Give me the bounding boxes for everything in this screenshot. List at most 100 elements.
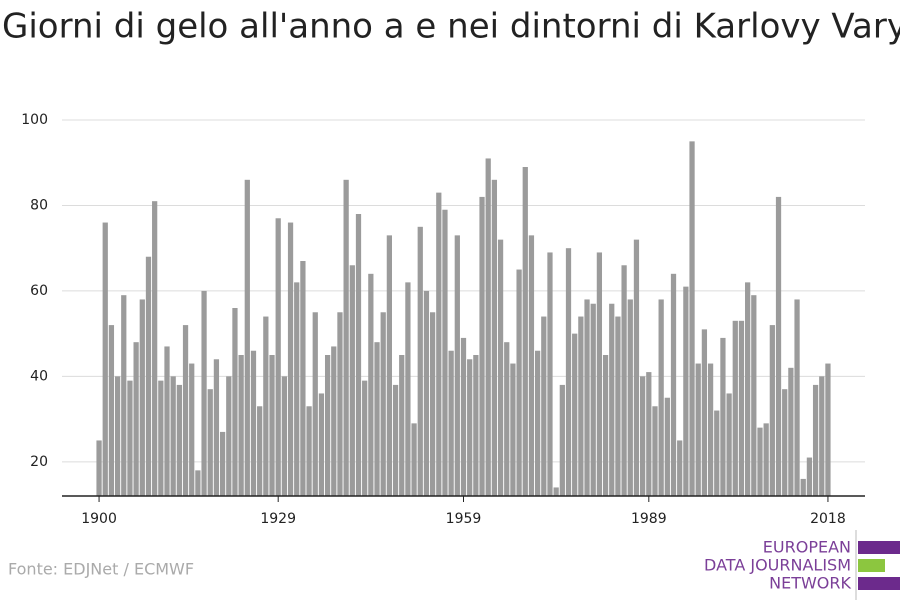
bar	[714, 410, 720, 496]
bar	[121, 295, 127, 496]
bar	[219, 431, 226, 496]
bar	[170, 376, 176, 496]
bar	[96, 440, 102, 496]
bar	[510, 363, 516, 496]
bar	[189, 363, 195, 496]
x-tick-label: 1959	[446, 511, 482, 527]
y-tick-label: 20	[30, 454, 48, 470]
bar	[683, 286, 689, 496]
bar	[257, 406, 263, 496]
bar	[263, 316, 269, 496]
bar	[287, 222, 294, 496]
bar	[294, 282, 300, 496]
bar	[485, 158, 491, 497]
bar	[609, 303, 615, 496]
logo-bar	[858, 559, 885, 572]
bar	[677, 440, 683, 496]
bar	[602, 355, 609, 496]
bar	[701, 329, 708, 496]
bar	[720, 337, 726, 496]
bar	[572, 333, 578, 496]
bar	[114, 376, 121, 496]
bar	[448, 350, 454, 496]
bar	[152, 201, 158, 496]
bar	[281, 376, 287, 496]
bar	[399, 355, 405, 496]
bar	[788, 367, 794, 496]
bar	[349, 265, 355, 496]
bar	[732, 320, 738, 496]
bar	[640, 376, 646, 496]
bar	[522, 167, 528, 496]
bar	[559, 384, 565, 496]
bar	[467, 359, 473, 496]
bar	[429, 312, 436, 496]
bar	[405, 282, 411, 496]
bar	[102, 222, 108, 496]
bar	[182, 325, 189, 496]
bar	[158, 380, 164, 496]
x-tick-label: 1900	[81, 511, 117, 527]
bar	[473, 355, 479, 496]
bar	[707, 363, 714, 496]
bar	[615, 316, 621, 496]
bar	[436, 192, 442, 497]
bar	[695, 363, 701, 496]
bar	[528, 235, 535, 496]
bar	[374, 342, 380, 496]
bar	[306, 406, 312, 496]
bar	[423, 290, 430, 496]
bar	[497, 239, 504, 497]
bar	[250, 350, 257, 496]
bar	[386, 235, 393, 496]
chart-title: Giorni di gelo all'anno a e nei dintorni…	[2, 7, 900, 47]
bar	[417, 226, 423, 496]
bar	[145, 256, 152, 496]
y-tick-label: 60	[30, 283, 48, 299]
bar	[819, 376, 825, 496]
bar	[800, 478, 806, 496]
source: Fonte: EDJNet / ECMWF	[8, 560, 194, 579]
bar	[769, 325, 775, 496]
bar	[565, 248, 572, 496]
bar	[300, 261, 306, 496]
y-tick-label: 80	[30, 197, 48, 213]
bar	[745, 282, 751, 496]
x-tick-label: 1989	[631, 511, 667, 527]
bar	[368, 273, 374, 496]
logo-text: NETWORK	[769, 574, 851, 593]
bar	[331, 346, 337, 496]
bar	[627, 299, 633, 496]
bar	[355, 214, 362, 496]
bar	[442, 209, 448, 496]
bar	[658, 299, 664, 496]
bar	[195, 470, 201, 496]
bar	[108, 325, 115, 496]
bar	[825, 363, 831, 496]
bar	[337, 312, 343, 496]
x-tick-label: 2018	[810, 511, 846, 527]
bar	[491, 179, 498, 496]
bar	[584, 299, 590, 496]
bar	[812, 384, 819, 496]
y-tick-label: 100	[21, 112, 48, 128]
bar	[164, 346, 170, 496]
bar	[763, 423, 769, 496]
logo-text: DATA JOURNALISM	[704, 556, 851, 575]
bar	[596, 252, 603, 496]
logo-bar	[858, 541, 900, 554]
bar	[670, 273, 677, 496]
bar	[176, 384, 182, 496]
bar	[652, 406, 658, 496]
bar	[343, 179, 349, 496]
bar	[201, 290, 207, 496]
bar	[232, 308, 238, 496]
bar	[362, 380, 368, 496]
bar	[578, 316, 584, 496]
bar	[646, 372, 652, 496]
bar	[139, 299, 145, 496]
bar	[411, 423, 417, 496]
bar	[312, 312, 318, 496]
bar	[738, 320, 745, 496]
bar	[633, 239, 640, 497]
